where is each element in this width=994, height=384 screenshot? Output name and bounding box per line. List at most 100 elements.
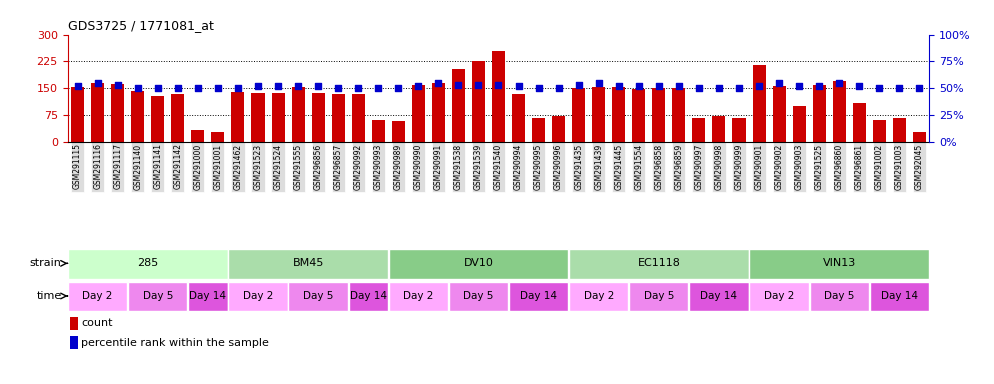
Point [109,82,125,88]
Text: Day 5: Day 5 [463,291,494,301]
Bar [311,93,325,142]
Text: EC1118: EC1118 [637,258,680,268]
Text: 285: 285 [137,258,158,268]
Point [330,85,346,91]
Bar [749,282,809,311]
Bar [632,89,645,142]
Point [450,82,466,88]
Bar [448,282,508,311]
Bar [733,118,746,142]
Bar [70,336,79,349]
Bar [212,132,225,142]
Bar [693,118,706,142]
Bar [813,85,826,142]
Point [651,83,667,89]
Bar [72,86,84,142]
Point [751,83,767,89]
Point [371,85,387,91]
Bar [452,69,465,142]
Text: DV10: DV10 [463,258,493,268]
Bar [853,103,866,142]
Text: VIN13: VIN13 [823,258,856,268]
Bar [472,61,485,142]
Point [130,85,146,91]
Bar [131,91,144,142]
Bar [70,317,79,330]
Text: percentile rank within the sample: percentile rank within the sample [82,338,269,348]
Bar [91,83,104,142]
Text: strain: strain [30,258,62,268]
Point [691,85,707,91]
Point [911,85,927,91]
Text: Day 14: Day 14 [190,291,227,301]
Bar [833,81,846,142]
Point [671,83,687,89]
Bar [229,282,287,311]
Bar [412,85,424,142]
Bar [389,282,448,311]
Text: count: count [82,318,113,328]
Point [892,85,908,91]
Point [391,85,407,91]
Text: Day 2: Day 2 [763,291,794,301]
Bar [68,249,228,279]
Bar [389,249,569,279]
Point [210,85,226,91]
Bar [912,132,925,142]
Point [170,85,186,91]
Point [230,85,246,91]
Text: Day 2: Day 2 [83,291,113,301]
Point [711,85,727,91]
Bar [629,282,689,311]
Text: time: time [37,291,62,301]
Bar [291,86,304,142]
Text: Day 14: Day 14 [701,291,738,301]
Point [430,80,446,86]
Bar [128,282,188,311]
Bar [592,86,605,142]
Bar [352,94,365,142]
Point [771,80,787,86]
Bar [532,118,545,142]
Point [70,83,85,89]
Point [190,85,206,91]
Bar [512,94,525,142]
Point [731,85,746,91]
Point [551,85,567,91]
Point [250,83,266,89]
Point [491,82,507,88]
Bar [232,92,245,142]
Text: Day 2: Day 2 [404,291,433,301]
Bar [672,88,686,142]
Bar [68,282,127,311]
Bar [870,282,929,311]
Bar [111,84,124,142]
Text: Day 14: Day 14 [350,291,387,301]
Bar [349,282,388,311]
Bar [752,65,765,142]
Text: GDS3725 / 1771081_at: GDS3725 / 1771081_at [68,19,214,32]
Point [531,85,547,91]
Point [270,83,286,89]
Bar [492,51,505,142]
Bar [271,93,284,142]
Point [851,83,867,89]
Point [290,83,306,89]
Bar [188,282,228,311]
Text: Day 2: Day 2 [583,291,614,301]
Bar [552,116,566,142]
Bar [713,116,726,142]
Bar [251,93,264,142]
Point [872,85,888,91]
Point [590,80,606,86]
Point [89,80,105,86]
Bar [392,121,405,142]
Bar [171,94,184,142]
Text: Day 14: Day 14 [881,291,917,301]
Bar [612,87,625,142]
Point [631,83,647,89]
Bar [192,129,205,142]
Bar [332,94,345,142]
Text: Day 5: Day 5 [303,291,333,301]
Bar [652,88,665,142]
